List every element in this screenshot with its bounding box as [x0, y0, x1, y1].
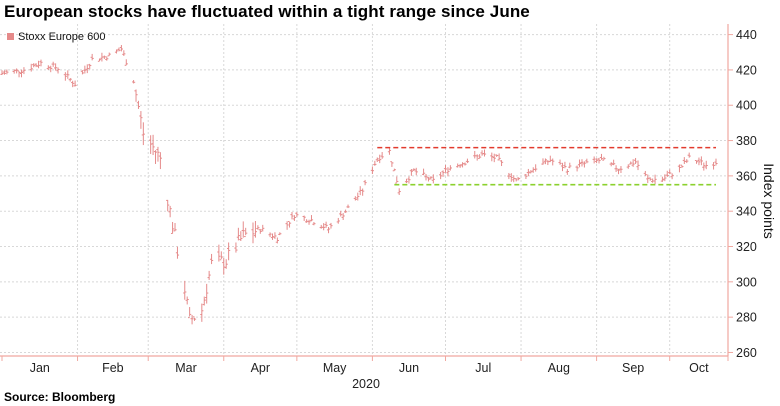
x-tick-label: Feb [102, 361, 124, 375]
y-tick-label: 320 [736, 240, 757, 254]
legend: Stoxx Europe 600 [7, 31, 105, 43]
x-tick-label: Aug [548, 361, 570, 375]
legend-label: Stoxx Europe 600 [18, 31, 105, 43]
chart-title: European stocks have fluctuated within a… [4, 2, 530, 21]
x-tick-label: Mar [175, 361, 197, 375]
y-tick-label: 260 [736, 346, 757, 360]
x-tick-label: Sep [622, 361, 644, 375]
x-tick-label: May [323, 361, 347, 375]
x-tick-label: Jan [30, 361, 50, 375]
legend-swatch [7, 33, 14, 40]
y-tick-label: 420 [736, 63, 757, 77]
y-tick-label: 300 [736, 275, 757, 289]
x-tick-label: Jul [475, 361, 491, 375]
year-label: 2020 [352, 377, 380, 391]
x-tick-label: Jun [399, 361, 419, 375]
grid-lines [0, 24, 728, 356]
x-tick-label: Apr [251, 361, 270, 375]
axes: 260 280 300 320 340 360 380 400 420 440 Jan Feb Mar A… [0, 24, 757, 375]
y-tick-label: 400 [736, 99, 757, 113]
y-tick-label: 340 [736, 205, 757, 219]
source-note: Source: Bloomberg [4, 390, 116, 404]
y-tick-label: 280 [736, 311, 757, 325]
y-tick-label: 380 [736, 134, 757, 148]
x-tick-label: Oct [689, 361, 709, 375]
y-tick-label: 440 [736, 28, 757, 42]
y-axis-title: Index points [761, 163, 777, 239]
price-bars [0, 45, 718, 325]
reference-lines [377, 146, 716, 186]
y-tick-label: 360 [736, 169, 757, 183]
